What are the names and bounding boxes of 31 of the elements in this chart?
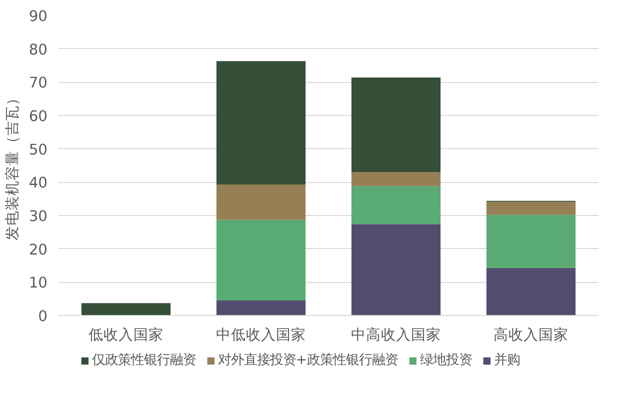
bar (351, 78, 441, 172)
legend-label: 对外直接投资+政策性银行融资 (218, 352, 398, 369)
y-tick-label: 80 (28, 41, 48, 58)
x-tick-label: 中高收入国家 (351, 326, 441, 344)
bar (486, 202, 576, 215)
bar (81, 303, 171, 316)
y-tick-label: 90 (28, 8, 48, 25)
bar (216, 61, 306, 184)
bar (486, 268, 576, 316)
y-axis-title: 发电装机容量（吉瓦） (4, 90, 21, 240)
bar (351, 224, 441, 316)
y-tick-label: 0 (38, 308, 48, 325)
y-tick-label: 30 (28, 208, 48, 225)
bar (351, 186, 441, 224)
bar (216, 220, 306, 300)
bar (216, 184, 306, 220)
y-tick-label: 10 (28, 274, 48, 292)
bar (216, 300, 306, 316)
y-tick-label: 20 (28, 241, 48, 258)
y-tick-label: 70 (28, 74, 48, 92)
x-tick-label: 低收入国家 (88, 326, 164, 344)
y-tick-label: 40 (28, 174, 48, 192)
x-tick-label: 高收入国家 (494, 326, 568, 344)
bar (351, 172, 441, 186)
x-tick-label: 中低收入国家 (216, 326, 306, 344)
legend-label: 并购 (494, 352, 520, 369)
bar (486, 214, 576, 268)
legend-label: 仅政策性银行融资 (92, 352, 196, 369)
y-tick-label: 60 (28, 108, 48, 125)
y-tick-label: 50 (28, 141, 48, 158)
legend-label: 绿地投资 (420, 352, 472, 369)
